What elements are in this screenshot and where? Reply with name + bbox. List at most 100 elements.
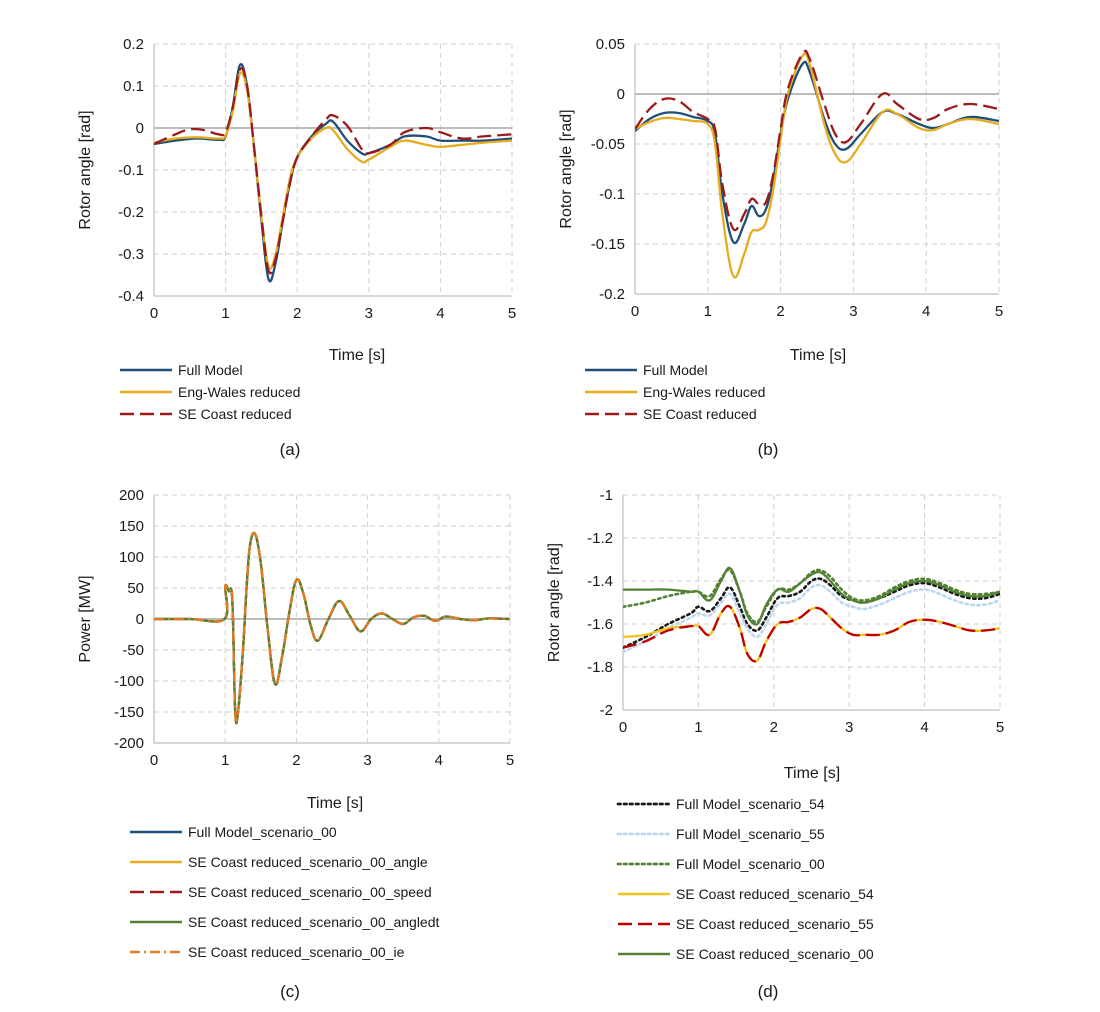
x-tick-label: 1 bbox=[704, 303, 712, 320]
x-tick-label: 4 bbox=[436, 305, 444, 322]
x-tick-label: 2 bbox=[776, 303, 784, 320]
series-group bbox=[623, 566, 1000, 663]
y-axis-label: Rotor angle [rad] bbox=[546, 543, 563, 662]
x-tick-label: 5 bbox=[506, 752, 514, 769]
legend-label: Eng-Wales reduced bbox=[178, 384, 300, 400]
panel-caption: (d) bbox=[758, 982, 779, 1001]
series-group bbox=[154, 531, 510, 725]
y-tick-label: 50 bbox=[127, 580, 144, 597]
y-tick-label: -2 bbox=[600, 702, 613, 719]
series-group bbox=[154, 63, 512, 283]
legend-label: SE Coast reduced_scenario_00_speed bbox=[188, 884, 432, 900]
series-line-1 bbox=[623, 577, 1000, 649]
x-tick-label: 2 bbox=[770, 719, 778, 736]
x-tick-label: 1 bbox=[221, 752, 229, 769]
x-tick-label: 0 bbox=[619, 719, 627, 736]
panel-caption: (c) bbox=[280, 982, 300, 1001]
x-tick-label: 5 bbox=[508, 305, 516, 322]
x-tick-label: 2 bbox=[293, 305, 301, 322]
y-tick-label: -0.05 bbox=[591, 136, 625, 153]
chart-panel-b: 0 1 2 3 4 5 0.05 0 -0.05 -0.1 -0.15 -0.2 Time [s] Rot… bbox=[558, 36, 1003, 459]
y-tick-label: -0.1 bbox=[118, 162, 144, 179]
legend-label: Full Model_scenario_00 bbox=[188, 824, 337, 840]
series-line-2 bbox=[154, 531, 510, 725]
series-line-3 bbox=[154, 531, 510, 725]
legend-label: Full Model_scenario_00 bbox=[676, 856, 825, 872]
grid bbox=[622, 494, 1001, 711]
legend-label: Full Model bbox=[643, 362, 708, 378]
y-tick-label: -0.2 bbox=[599, 286, 625, 303]
y-tick-label: 0.1 bbox=[123, 78, 144, 95]
x-tick-label: 1 bbox=[221, 305, 229, 322]
series-line-3 bbox=[623, 568, 1000, 624]
series-line-4 bbox=[154, 531, 510, 725]
x-tick-label: 0 bbox=[631, 303, 639, 320]
x-tick-label: 2 bbox=[292, 752, 300, 769]
legend-label: SE Coast reduced_scenario_55 bbox=[676, 916, 874, 932]
y-tick-label: 150 bbox=[119, 518, 144, 535]
x-tick-label: 5 bbox=[996, 719, 1004, 736]
panel-caption: (b) bbox=[758, 440, 779, 459]
series-line-6 bbox=[623, 566, 1000, 626]
grid bbox=[153, 43, 513, 297]
y-axis-label: Rotor angle [rad] bbox=[77, 110, 94, 229]
legend: Full Model Eng-Wales reduced SE Coast redu… bbox=[585, 362, 765, 422]
y-tick-label: -1.6 bbox=[587, 616, 613, 633]
y-axis-label: Rotor angle [rad] bbox=[558, 109, 575, 228]
x-tick-label: 4 bbox=[435, 752, 443, 769]
legend: Full Model Eng-Wales reduced SE Coast redu… bbox=[120, 362, 300, 422]
y-tick-label: -0.1 bbox=[599, 186, 625, 203]
y-tick-label: -0.4 bbox=[118, 288, 144, 305]
y-tick-label: 100 bbox=[119, 549, 144, 566]
grid bbox=[634, 43, 1000, 295]
x-tick-label: 0 bbox=[150, 752, 158, 769]
legend-label: SE Coast reduced_scenario_00_angle bbox=[188, 854, 428, 870]
series-line-4 bbox=[623, 604, 1000, 663]
legend-label: SE Coast reduced_scenario_00 bbox=[676, 946, 874, 962]
series-line-2 bbox=[154, 71, 512, 270]
y-tick-label: 0 bbox=[617, 86, 625, 103]
y-tick-label: -150 bbox=[114, 704, 144, 721]
x-tick-label: 4 bbox=[920, 719, 928, 736]
series-line-3 bbox=[635, 49, 999, 232]
y-tick-label: -1.8 bbox=[587, 659, 613, 676]
x-axis-label: Time [s] bbox=[329, 347, 385, 364]
legend-label: SE Coast reduced bbox=[643, 406, 757, 422]
chart-panel-d: 0 1 2 3 4 5 -1 -1.2 -1.4 -1.6 -1.8 -2 Time [s] Rotor … bbox=[546, 487, 1004, 1001]
y-tick-label: -100 bbox=[114, 673, 144, 690]
legend-label: Full Model bbox=[178, 362, 243, 378]
y-tick-label: -50 bbox=[122, 642, 144, 659]
panel-caption: (a) bbox=[280, 440, 301, 459]
x-axis-label: Time [s] bbox=[307, 795, 363, 812]
legend-label: SE Coast reduced bbox=[178, 406, 292, 422]
x-axis-label: Time [s] bbox=[784, 765, 840, 782]
x-axis-label: Time [s] bbox=[790, 347, 846, 364]
y-tick-label: 0.2 bbox=[123, 36, 144, 53]
legend-label: SE Coast reduced_scenario_54 bbox=[676, 886, 874, 902]
series-line-1 bbox=[154, 531, 510, 725]
y-tick-label: -0.15 bbox=[591, 236, 625, 253]
chart-panel-a: 0 1 2 3 4 5 0.2 0.1 0 -0.1 -0.2 -0.3 -0.4 Time [s] Rot… bbox=[77, 36, 516, 459]
legend-label: Eng-Wales reduced bbox=[643, 384, 765, 400]
y-tick-label: -0.3 bbox=[118, 246, 144, 263]
legend: Full Model_scenario_54 Full Model_scenari… bbox=[616, 796, 874, 962]
x-tick-label: 1 bbox=[694, 719, 702, 736]
x-tick-label: 4 bbox=[922, 303, 930, 320]
y-tick-label: -1.2 bbox=[587, 530, 613, 547]
chart-panel-c: 0 1 2 3 4 5 200 150 100 50 0 -50 -100 -150 -200 Time [s… bbox=[77, 487, 514, 1001]
y-tick-label: 0 bbox=[136, 120, 144, 137]
legend-label: SE Coast reduced_scenario_00_ie bbox=[188, 944, 405, 960]
series-line-5 bbox=[623, 604, 1000, 663]
x-tick-label: 3 bbox=[363, 752, 371, 769]
y-tick-label: 200 bbox=[119, 487, 144, 504]
legend: Full Model_scenario_00 SE Coast reduced_s… bbox=[130, 824, 440, 960]
y-tick-label: 0.05 bbox=[596, 36, 625, 53]
series-line-2 bbox=[623, 583, 1000, 654]
series-line-1 bbox=[154, 63, 512, 283]
series-line-5 bbox=[154, 531, 510, 725]
x-tick-label: 3 bbox=[845, 719, 853, 736]
y-tick-label: -1 bbox=[600, 487, 613, 504]
series-line-2 bbox=[635, 51, 999, 279]
y-tick-label: -0.2 bbox=[118, 204, 144, 221]
